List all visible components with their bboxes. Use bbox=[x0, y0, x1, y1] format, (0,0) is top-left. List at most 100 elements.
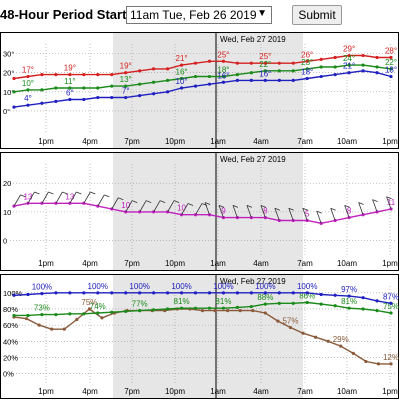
submit-button[interactable]: Submit bbox=[292, 5, 342, 25]
wind-barb-flag bbox=[232, 205, 239, 208]
rh-point bbox=[361, 307, 365, 311]
wind-chill-point bbox=[235, 78, 240, 82]
wind-barb bbox=[41, 191, 49, 204]
dew-point bbox=[179, 76, 184, 81]
dew-point bbox=[193, 74, 198, 79]
x-tick-label: 7pm bbox=[124, 387, 140, 396]
wind-barb bbox=[246, 205, 252, 218]
period-title: 48-Hour Period Starting: bbox=[0, 7, 151, 22]
wind-chill-point bbox=[305, 76, 309, 81]
temp-point bbox=[96, 73, 100, 77]
dew-point bbox=[152, 80, 156, 84]
y-tick-label: 80% bbox=[3, 305, 18, 314]
temp-point bbox=[165, 67, 170, 71]
sky-label: 100% bbox=[171, 282, 191, 291]
dew-point bbox=[26, 88, 30, 92]
rh-point bbox=[347, 306, 351, 310]
precip-point bbox=[75, 317, 79, 322]
precip-point bbox=[50, 327, 54, 331]
x-tick-label: 1am bbox=[210, 387, 226, 396]
wind-chill-point bbox=[152, 92, 156, 96]
wind-label: 8 bbox=[347, 207, 352, 216]
x-tick-label: 1pm bbox=[382, 259, 398, 268]
temp-point bbox=[207, 59, 212, 63]
wind-barb-flag bbox=[204, 202, 211, 205]
wind-chill-point bbox=[249, 78, 253, 82]
wind-point bbox=[179, 213, 184, 217]
sky-point bbox=[26, 292, 30, 297]
wind-barb-flag bbox=[132, 200, 138, 203]
precip-point bbox=[238, 308, 242, 313]
precip-point bbox=[62, 327, 66, 331]
wind-barb-flag bbox=[76, 191, 82, 195]
rh-point bbox=[235, 305, 240, 309]
y-tick-label: 100% bbox=[3, 289, 23, 298]
precip-point bbox=[389, 362, 393, 366]
sky-point bbox=[110, 291, 114, 295]
sky-label: 97% bbox=[341, 285, 357, 294]
dew-point bbox=[389, 67, 393, 71]
precip-point bbox=[100, 316, 104, 320]
sky-point bbox=[54, 291, 58, 295]
dew-point bbox=[375, 65, 379, 69]
wind-barb-flag bbox=[358, 202, 364, 205]
panel-border bbox=[0, 32, 399, 149]
rh-label: 73% bbox=[34, 304, 50, 313]
wind-label: 11 bbox=[387, 198, 396, 207]
wind-barb-flag bbox=[118, 197, 124, 201]
sky-label: 100% bbox=[32, 283, 52, 292]
rh-label: 88% bbox=[257, 293, 273, 302]
temp-label: 17° bbox=[22, 66, 34, 75]
wind-barb bbox=[358, 202, 364, 215]
temp-point bbox=[40, 73, 44, 77]
sky-point bbox=[235, 291, 240, 295]
temp-point bbox=[12, 76, 16, 81]
wind-chill-point bbox=[389, 74, 393, 79]
rh-label: 81% bbox=[215, 297, 231, 306]
dew-label: 22° bbox=[385, 58, 397, 67]
rh-point bbox=[54, 313, 58, 317]
x-tick-label: 7am bbox=[297, 387, 313, 396]
precip-label: 12% bbox=[383, 353, 399, 362]
sky-label: 100% bbox=[213, 282, 233, 291]
wind-chill-point bbox=[124, 95, 128, 100]
temp-point bbox=[138, 69, 142, 73]
wind-barb-flag bbox=[330, 207, 336, 211]
temp-point bbox=[277, 61, 281, 65]
wind-barb bbox=[167, 200, 175, 213]
rh-point bbox=[110, 310, 114, 314]
sky-point bbox=[179, 291, 184, 295]
wind-barb-flag bbox=[159, 200, 166, 203]
precip-point bbox=[276, 319, 280, 323]
sky-label: 87% bbox=[383, 292, 399, 301]
dew-point bbox=[40, 88, 44, 92]
x-tick-label: 1pm bbox=[38, 387, 54, 396]
y-tick-label: 20% bbox=[3, 353, 18, 362]
temp-point bbox=[124, 71, 128, 75]
dew-point bbox=[207, 74, 212, 79]
wind-barb bbox=[195, 203, 203, 215]
wind-chill-label: 6° bbox=[66, 88, 74, 97]
x-tick-label: 7am bbox=[297, 137, 313, 146]
rh-point bbox=[124, 309, 128, 314]
panel-border bbox=[0, 274, 399, 399]
sky-point bbox=[319, 292, 323, 297]
precip-point bbox=[301, 331, 305, 335]
sky-point bbox=[12, 293, 16, 297]
wind-chill-point bbox=[333, 73, 337, 77]
wind-barb bbox=[55, 191, 63, 204]
precip-point bbox=[24, 317, 29, 321]
rh-point bbox=[207, 306, 212, 310]
wind-chill-point bbox=[319, 74, 323, 79]
precip-point bbox=[263, 311, 267, 315]
temp-label: 19° bbox=[64, 64, 76, 73]
x-tick-label: 1pm bbox=[38, 259, 54, 268]
period-select[interactable]: 11am Tue, Feb 26 2019 ▼ bbox=[126, 6, 272, 24]
dew-label: 10° bbox=[22, 79, 34, 88]
wind-barb-flag bbox=[90, 191, 96, 195]
wind-point bbox=[138, 210, 142, 214]
sky-point bbox=[291, 291, 295, 295]
temp-point bbox=[26, 74, 30, 79]
temp-point bbox=[389, 55, 393, 60]
wind-chill-point bbox=[165, 90, 170, 94]
